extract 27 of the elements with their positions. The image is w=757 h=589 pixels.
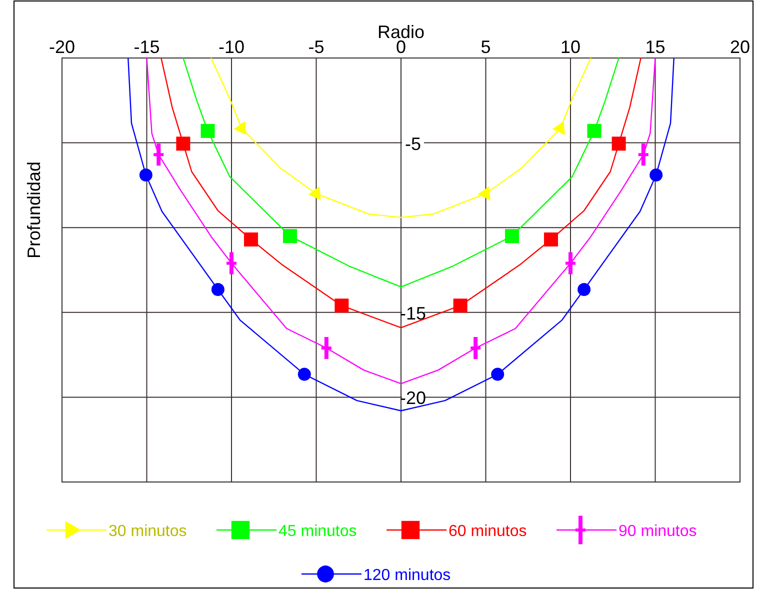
point xyxy=(176,136,190,151)
point xyxy=(505,229,520,244)
point xyxy=(334,298,349,313)
y-axis-title: Profundidad xyxy=(24,161,44,259)
x-tick-label: 0 xyxy=(396,37,406,57)
legend-label: 30 minutos xyxy=(108,523,187,540)
point xyxy=(612,136,626,151)
x-tick-label: 15 xyxy=(645,37,666,57)
legend-label: 90 minutos xyxy=(618,523,697,540)
point xyxy=(587,124,602,138)
x-tick-label: 10 xyxy=(560,37,581,57)
point xyxy=(282,229,297,244)
point xyxy=(453,298,468,313)
legend-label: 120 minutos xyxy=(364,567,451,584)
x-tick-label: -5 xyxy=(308,37,324,57)
line-series xyxy=(210,57,592,218)
x-tick-label: 20 xyxy=(730,37,750,57)
line-series xyxy=(182,57,620,288)
x-tick-label: -15 xyxy=(134,37,160,57)
legend-label: 45 minutos xyxy=(278,523,357,540)
x-tick-label: 5 xyxy=(480,37,491,57)
legend-label: 60 minutos xyxy=(448,523,527,540)
point xyxy=(200,124,215,138)
x-tick-label: -10 xyxy=(218,37,245,57)
line-series xyxy=(160,57,642,328)
x-tick-label: -20 xyxy=(48,37,76,57)
y-tick-label: -5 xyxy=(404,134,422,154)
